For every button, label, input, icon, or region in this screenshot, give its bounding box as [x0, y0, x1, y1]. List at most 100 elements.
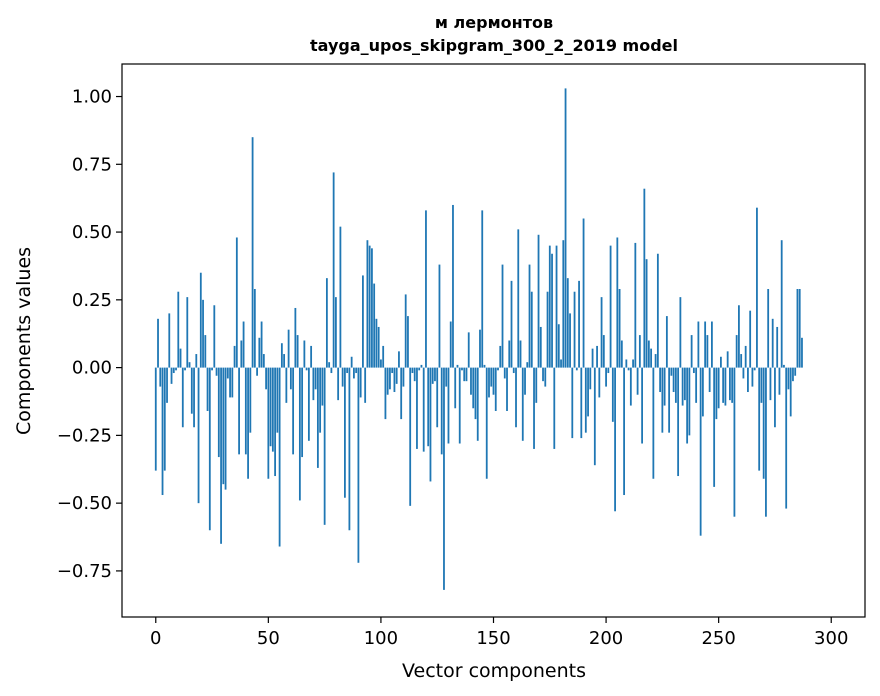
- bar: [348, 367, 351, 531]
- bar: [557, 324, 560, 368]
- bar: [344, 367, 346, 498]
- bar: [515, 367, 517, 428]
- y-tick-label: −0.75: [57, 561, 112, 582]
- bar: [499, 345, 502, 368]
- y-tick-label: 1.00: [72, 87, 112, 108]
- bar: [436, 367, 439, 428]
- bar: [618, 289, 621, 368]
- bar: [366, 240, 369, 368]
- bar: [479, 329, 481, 368]
- bar: [506, 367, 508, 411]
- bar: [206, 367, 209, 411]
- bar: [226, 367, 229, 379]
- bar: [760, 367, 763, 403]
- bar: [384, 367, 387, 420]
- bars-group: [154, 88, 803, 590]
- bar: [555, 245, 558, 368]
- bar: [733, 367, 736, 517]
- bar: [398, 351, 400, 368]
- bar: [749, 310, 752, 368]
- bar: [307, 367, 310, 441]
- bar: [762, 367, 765, 479]
- bar: [458, 367, 461, 444]
- bar: [713, 367, 716, 487]
- bar: [312, 367, 315, 401]
- bar: [262, 354, 265, 368]
- bar: [258, 337, 261, 368]
- bar: [404, 294, 407, 368]
- bar: [539, 326, 542, 368]
- x-tick-label: 200: [589, 628, 623, 649]
- bar: [614, 367, 616, 512]
- bar: [154, 367, 157, 471]
- bar: [537, 234, 540, 368]
- bar: [638, 335, 641, 368]
- bar: [353, 367, 355, 379]
- bar: [659, 367, 662, 393]
- bar: [569, 313, 571, 368]
- bar: [208, 367, 211, 531]
- bar: [589, 367, 592, 390]
- chart-title: м лермонтов: [435, 13, 553, 32]
- bar: [510, 280, 513, 368]
- bar: [371, 248, 373, 368]
- bar: [220, 367, 222, 544]
- bar: [418, 367, 421, 371]
- bar: [393, 367, 396, 393]
- bar: [159, 367, 162, 387]
- bar: [422, 367, 425, 452]
- bar: [445, 367, 448, 387]
- bar: [690, 335, 693, 368]
- bar: [521, 367, 524, 441]
- bar: [357, 367, 360, 563]
- bar: [204, 335, 207, 368]
- bar: [251, 137, 254, 368]
- bar: [431, 367, 434, 384]
- bar: [729, 367, 731, 401]
- bar: [636, 367, 639, 395]
- bar: [740, 354, 743, 368]
- bar: [395, 367, 398, 384]
- bar: [681, 367, 684, 406]
- bar: [560, 359, 562, 368]
- bar: [470, 367, 472, 395]
- bar: [609, 245, 612, 368]
- y-tick-label: 0.75: [72, 154, 112, 175]
- bar: [238, 367, 240, 455]
- bar: [233, 345, 236, 368]
- bar: [364, 367, 367, 403]
- bar: [756, 207, 758, 368]
- bar: [416, 367, 418, 449]
- bar: [463, 367, 466, 382]
- bar: [629, 367, 632, 406]
- bar: [789, 367, 792, 417]
- bar: [346, 367, 349, 374]
- x-axis-label: Vector components: [402, 660, 586, 682]
- bar: [269, 367, 272, 447]
- bar: [341, 367, 344, 387]
- bar: [528, 264, 531, 368]
- bar: [256, 367, 258, 376]
- bar: [715, 367, 718, 420]
- bar: [605, 367, 607, 387]
- bar: [767, 289, 770, 368]
- bar: [578, 280, 580, 368]
- bar: [229, 367, 231, 398]
- bar: [429, 367, 432, 482]
- bar: [179, 348, 182, 368]
- bar: [774, 367, 776, 428]
- bar: [298, 367, 301, 501]
- bar: [483, 364, 486, 368]
- bar: [771, 318, 774, 368]
- bar: [530, 291, 533, 368]
- bar: [731, 367, 734, 403]
- x-tick-label: 150: [476, 628, 510, 649]
- bar: [564, 88, 567, 368]
- bar: [661, 367, 664, 433]
- bar: [688, 367, 691, 436]
- bar: [780, 240, 783, 368]
- bar: [461, 367, 463, 371]
- bar: [490, 367, 493, 387]
- bar: [425, 210, 427, 368]
- bar: [170, 367, 173, 384]
